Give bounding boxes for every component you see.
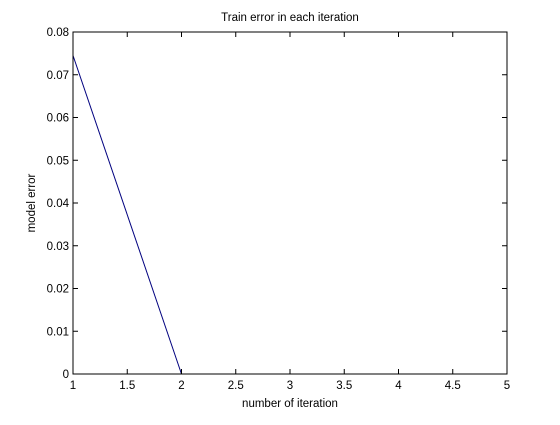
x-tick-label: 3.5: [336, 380, 352, 392]
y-tick-label: 0.01: [47, 326, 69, 338]
y-tick-label: 0.05: [47, 155, 69, 167]
tick-layer: 1 1.5 2 2.5 3 3.5 4 4.5 5 0 0.01 0.02 0.03 0.04 0.05 0.…: [47, 27, 511, 392]
x-tick-label: 4: [395, 380, 402, 392]
y-tick-label: 0.02: [47, 284, 69, 296]
plot-area-background: [73, 32, 507, 374]
chart-title: Train error in each iteration: [221, 12, 359, 24]
y-tick-label: 0: [63, 369, 69, 381]
series-line-0: [72, 55, 182, 375]
x-tick-label: 2.5: [228, 380, 244, 392]
y-tick-label: 0.03: [47, 241, 69, 253]
y-tick-label: 0.07: [47, 70, 69, 82]
y-axis-label: model error: [26, 173, 38, 232]
y-tick-label: 0.04: [47, 198, 70, 210]
x-tick-label: 1: [70, 380, 76, 392]
y-tick-label: 0.08: [47, 27, 69, 39]
x-tick-label: 4.5: [445, 380, 461, 392]
x-axis-label: number of iteration: [242, 398, 338, 410]
x-tick-label: 2: [178, 380, 184, 392]
y-tick-label: 0.06: [47, 113, 69, 125]
x-tick-label: 3: [287, 380, 293, 392]
x-tick-label: 5: [504, 380, 510, 392]
x-tick-label: 1.5: [119, 380, 135, 392]
series-layer: [72, 55, 182, 375]
